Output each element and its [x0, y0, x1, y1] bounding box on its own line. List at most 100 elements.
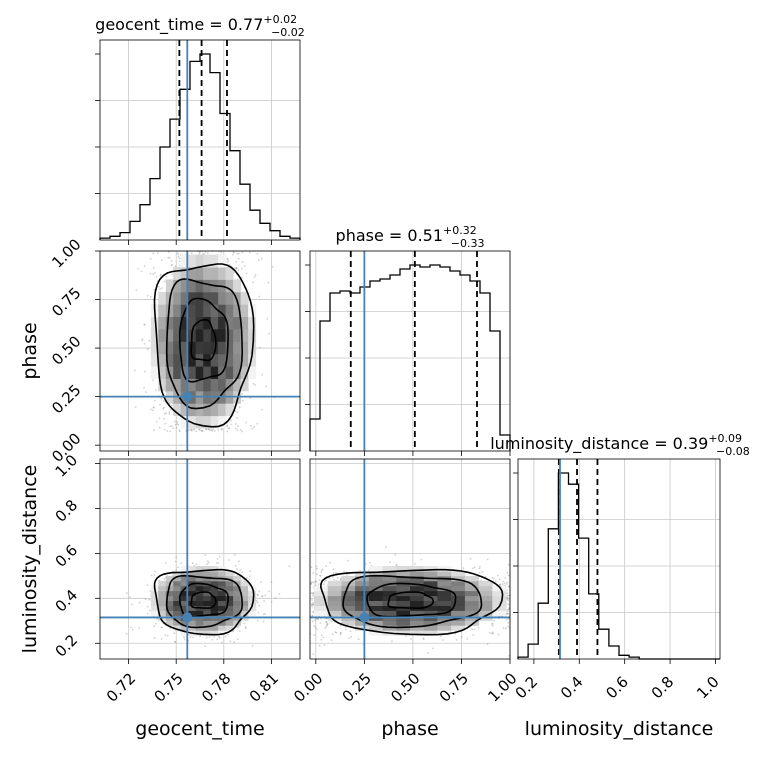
scatter-point [243, 622, 246, 625]
scatter-point [232, 251, 235, 254]
density-cell [210, 353, 219, 367]
density-cell [188, 610, 197, 616]
density-cell [341, 620, 356, 626]
density-cell [240, 328, 249, 342]
scatter-point [237, 257, 240, 260]
density-cell [173, 291, 182, 305]
scatter-point [155, 622, 157, 625]
density-cell [195, 328, 204, 342]
density-cell [188, 600, 197, 606]
scatter-point [125, 592, 128, 595]
scatter-point [144, 598, 147, 600]
scatter-point [152, 266, 155, 269]
density-cell [203, 415, 212, 429]
scatter-point [322, 636, 325, 639]
scatter-point [494, 580, 497, 583]
scatter-point [164, 634, 167, 636]
density-cell [464, 590, 480, 597]
scatter-point [224, 635, 227, 637]
scatter-point [507, 603, 509, 606]
scatter-point [175, 426, 178, 429]
scatter-point [311, 611, 314, 613]
density-cell [423, 566, 438, 572]
scatter-point [163, 280, 166, 283]
density-cell [225, 316, 234, 330]
scatter-point [241, 571, 244, 573]
density-cell [188, 366, 197, 379]
scatter-point [442, 639, 444, 641]
density-cell [203, 630, 212, 636]
density-cell [195, 630, 204, 636]
density-cell [478, 580, 493, 587]
density-cell [233, 341, 242, 355]
x-axis-label-geocent_time: geocent_time [135, 718, 264, 740]
density-cell [203, 267, 212, 280]
density-cell [218, 630, 227, 636]
scatter-point [508, 655, 510, 657]
scatter-point [350, 635, 352, 638]
density-cell [210, 630, 219, 636]
density-cell [248, 328, 257, 342]
scatter-point [233, 272, 236, 274]
scatter-point [153, 288, 156, 291]
density-cell [150, 600, 159, 606]
density-cell [210, 341, 219, 355]
scatter-point [339, 633, 342, 636]
scatter-point [138, 601, 141, 604]
scatter-point [128, 596, 131, 599]
density-cell [368, 575, 384, 582]
scatter-point [493, 577, 495, 580]
density-cell [210, 625, 219, 631]
y-axis-label-luminosity_distance: luminosity_distance [19, 465, 41, 654]
density-cell [158, 590, 167, 597]
scatter-point [149, 590, 152, 592]
density-cell [180, 291, 189, 305]
density-cell [341, 590, 356, 597]
density-cell [158, 610, 167, 616]
scatter-point [502, 580, 504, 583]
scatter-point [237, 269, 240, 272]
scatter-point [325, 579, 328, 582]
scatter-point [504, 627, 507, 630]
density-cell [355, 570, 370, 577]
scatter-point [270, 581, 273, 584]
scatter-point [506, 609, 509, 611]
x-tick-label: 0.75 [436, 669, 472, 705]
density-cell [240, 341, 249, 355]
density-cell [225, 403, 234, 417]
scatter-point [217, 429, 220, 432]
x-tick-label: 0.00 [290, 669, 326, 705]
panel-frame [309, 458, 511, 660]
scatter-point [208, 428, 210, 431]
density-cell [158, 366, 167, 379]
x-tick-label: 0.8 [648, 673, 678, 703]
scatter-point [257, 594, 259, 596]
scatter-point [248, 251, 251, 254]
density-cell [150, 341, 159, 355]
density-cell [173, 600, 182, 606]
density-cell [180, 366, 189, 379]
scatter-point [414, 563, 417, 565]
density-cell [492, 605, 507, 611]
density-cell [203, 575, 212, 582]
density-cell [218, 585, 227, 592]
scatter-point [140, 270, 143, 273]
scatter-point [178, 260, 181, 263]
density-cell [314, 600, 329, 606]
scatter-point [207, 428, 210, 431]
scatter-point [213, 430, 216, 432]
scatter-point [195, 430, 198, 433]
scatter-point [174, 640, 176, 643]
scatter-point [477, 626, 480, 629]
density-cell [240, 353, 249, 367]
scatter-point [226, 261, 229, 263]
ticks [95, 53, 716, 664]
density-cell [158, 328, 167, 342]
scatter-point [315, 580, 318, 583]
scatter-point [258, 590, 261, 593]
scatter-point [501, 583, 504, 586]
scatter-point [241, 393, 244, 395]
scatter-point [507, 599, 509, 602]
density-cell [210, 620, 219, 626]
scatter-point [138, 627, 141, 629]
